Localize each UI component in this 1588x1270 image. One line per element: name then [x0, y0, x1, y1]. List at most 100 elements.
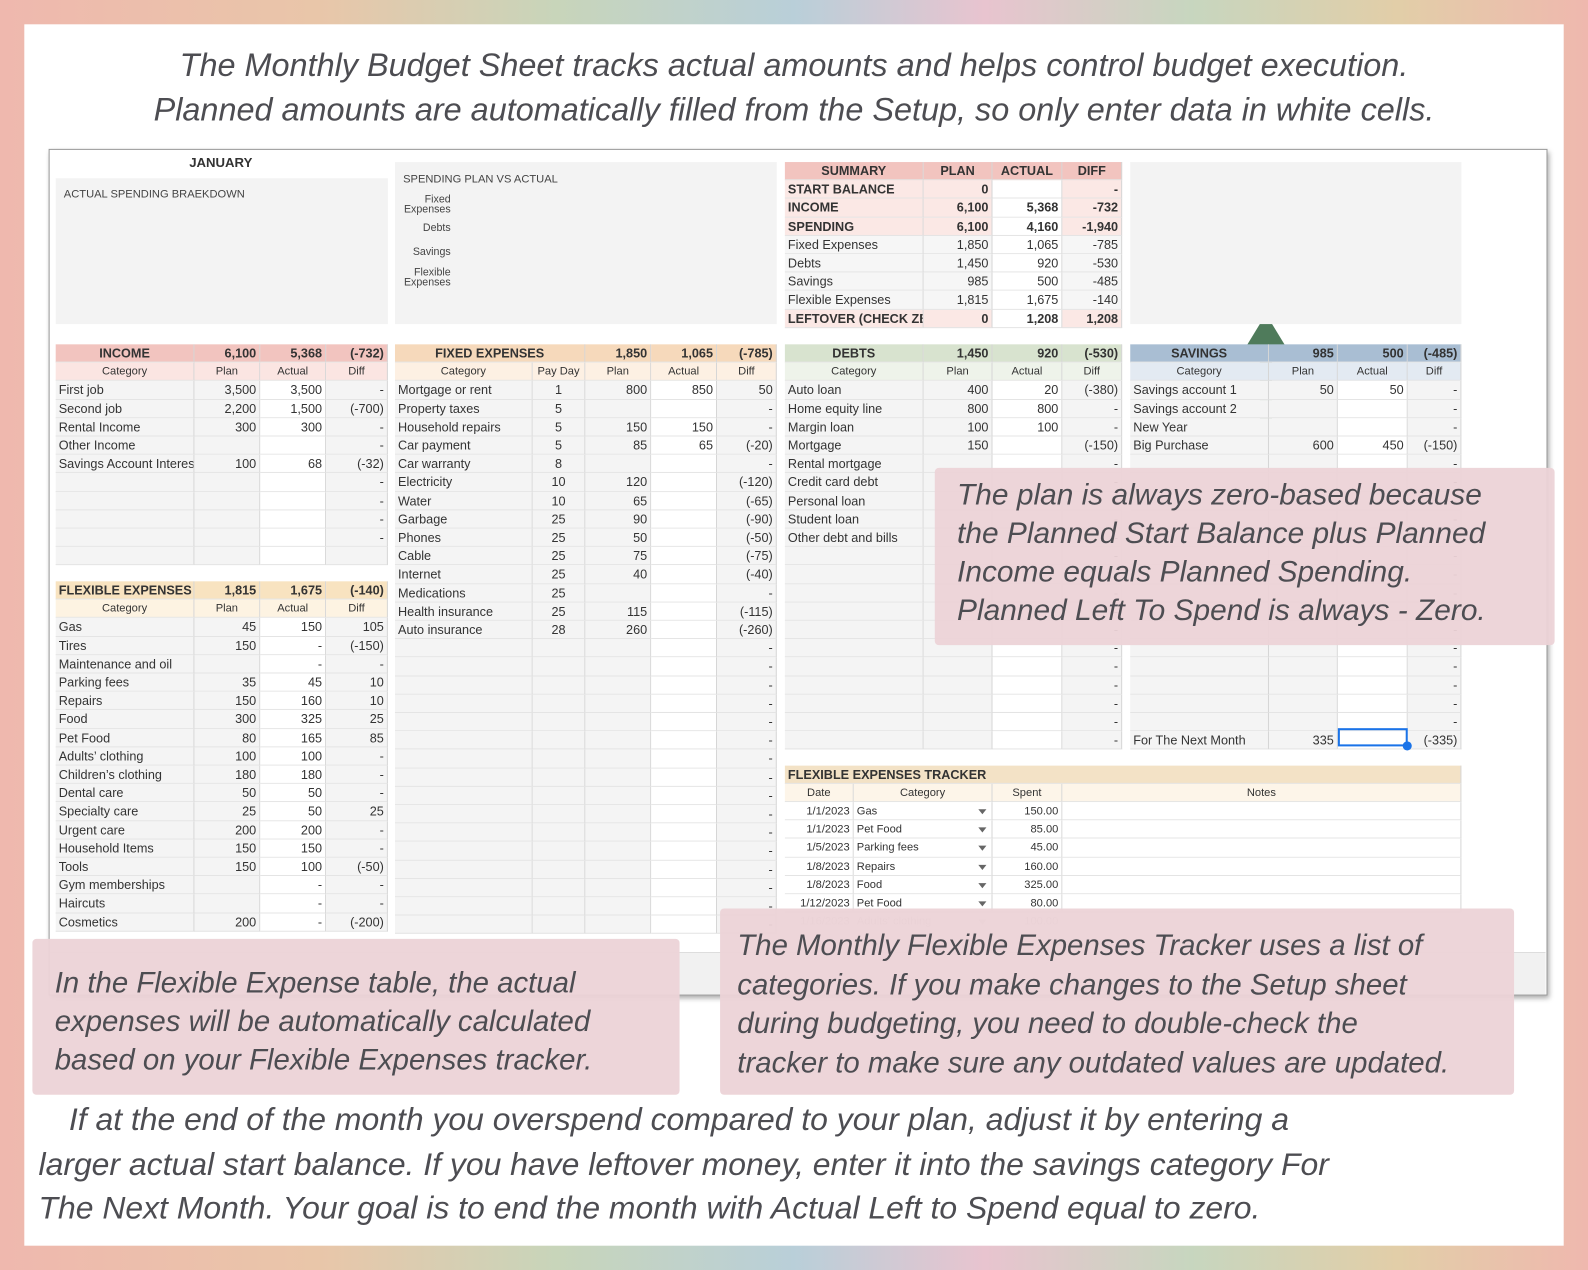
- table-cell: Credit card debt: [784, 473, 924, 492]
- table-cell: -: [326, 839, 388, 858]
- category-label: Debts: [422, 221, 451, 234]
- table-header: (-732): [326, 344, 388, 363]
- table-cell: -: [1407, 657, 1462, 677]
- table-cell: 200: [194, 820, 261, 840]
- table-cell: -: [717, 583, 777, 603]
- table-cell: Personal loan: [784, 491, 924, 511]
- table-cell: [992, 694, 1063, 713]
- callout-line: expenses will be automatically calculate…: [54, 1005, 591, 1039]
- category-label: Savings: [412, 245, 451, 259]
- table-cell: Big Purchase: [1130, 436, 1269, 455]
- callout-line: The plan is always zero-based because: [957, 478, 1482, 512]
- table-cell: -: [717, 860, 777, 879]
- summary-cell: Debts: [784, 254, 924, 273]
- table-cell: 10: [326, 691, 388, 711]
- table-cell: Car payment: [394, 436, 533, 455]
- table-cell: 5: [532, 436, 586, 455]
- tracker-cell: 325.00: [992, 875, 1063, 895]
- table-cell: 25: [532, 547, 586, 566]
- table-cell: [651, 510, 718, 529]
- table-cell: [1130, 676, 1269, 695]
- table-cell: (-150): [1407, 436, 1462, 455]
- table-cell: [394, 639, 533, 658]
- table-cell: [784, 712, 924, 732]
- table-cell: [394, 657, 533, 677]
- table-cell: [651, 915, 718, 935]
- table-cell: [394, 897, 533, 916]
- table-cell: 800: [923, 399, 993, 419]
- table-cell: 25: [326, 802, 388, 821]
- table-cell: Rental Income: [55, 418, 195, 437]
- table-header: (-485): [1407, 344, 1462, 363]
- table-cell: 10: [532, 491, 586, 511]
- table-cell: 150: [194, 839, 261, 858]
- tracker-notes: [1062, 802, 1462, 821]
- table-cell: [55, 528, 195, 548]
- table-cell: [532, 712, 586, 732]
- table-cell: 150: [651, 418, 718, 437]
- column-header: Diff: [326, 362, 388, 382]
- table-cell: Internet: [394, 565, 533, 584]
- table-cell: (-120): [717, 473, 777, 492]
- table-cell: [992, 657, 1063, 677]
- column-header: Actual: [260, 362, 327, 382]
- table-cell: [651, 454, 718, 474]
- table-cell: (-380): [1062, 381, 1123, 400]
- tracker-column: Date: [784, 783, 854, 803]
- table-cell: [532, 694, 586, 713]
- table-cell: -: [1062, 657, 1123, 677]
- summary-cell: Savings: [784, 272, 924, 292]
- table-cell: [651, 860, 718, 879]
- table-header: FIXED EXPENSES: [394, 344, 586, 363]
- callout-line: during budgeting, you need to double-che…: [737, 1007, 1358, 1041]
- summary-cell: 0: [923, 180, 993, 199]
- table-cell: [784, 639, 924, 658]
- table-cell: -: [260, 894, 327, 914]
- table-cell: Car warranty: [394, 454, 533, 474]
- table-cell: [585, 768, 652, 787]
- table-cell: [585, 454, 652, 474]
- table-cell: [651, 547, 718, 566]
- dropdown-arrow: [978, 809, 987, 815]
- table-cell: 80: [194, 728, 261, 748]
- column-header: Actual: [651, 362, 718, 382]
- table-header: 6,100: [194, 344, 261, 363]
- table-cell: [194, 894, 261, 914]
- summary-cell: 920: [992, 254, 1063, 273]
- table-cell: [585, 399, 652, 419]
- summary-cell: -530: [1062, 254, 1123, 273]
- table-cell: 1,500: [260, 399, 327, 419]
- table-cell: [394, 731, 533, 750]
- table-cell: 25: [326, 710, 388, 729]
- table-cell: [585, 731, 652, 750]
- column-header: Plan: [923, 362, 993, 382]
- table-cell: [651, 657, 718, 677]
- summary-cell: 500: [992, 272, 1063, 292]
- table-cell: -: [717, 694, 777, 713]
- table-cell: 25: [532, 565, 586, 584]
- table-header: DEBTS: [784, 344, 924, 363]
- table-cell: -: [326, 820, 388, 840]
- tracker-cell: 150.00: [992, 802, 1063, 821]
- table-cell: First job: [55, 381, 195, 400]
- table-cell: [194, 547, 261, 566]
- table-cell: 50: [585, 528, 652, 548]
- table-cell: [784, 583, 924, 603]
- table-cell: -: [326, 436, 388, 455]
- table-cell: -: [326, 381, 388, 400]
- table-cell: 120: [585, 473, 652, 492]
- callout-line: based on your Flexible Expenses tracker.: [54, 1044, 593, 1077]
- summary-cell: -1,940: [1062, 217, 1123, 236]
- table-cell: 100: [194, 454, 261, 474]
- table-cell: [651, 491, 718, 511]
- table-cell: 10: [532, 473, 586, 492]
- dropdown-arrow: [978, 901, 987, 907]
- table-cell: -: [717, 805, 777, 824]
- table-cell: [1337, 657, 1408, 677]
- callout-line: the Planned Start Balance plus Planned: [957, 516, 1486, 550]
- summary-cell: 1,208: [1062, 309, 1123, 328]
- table-cell: 10: [326, 673, 388, 692]
- table-cell: -: [1407, 694, 1462, 713]
- table-cell: 100: [260, 747, 327, 766]
